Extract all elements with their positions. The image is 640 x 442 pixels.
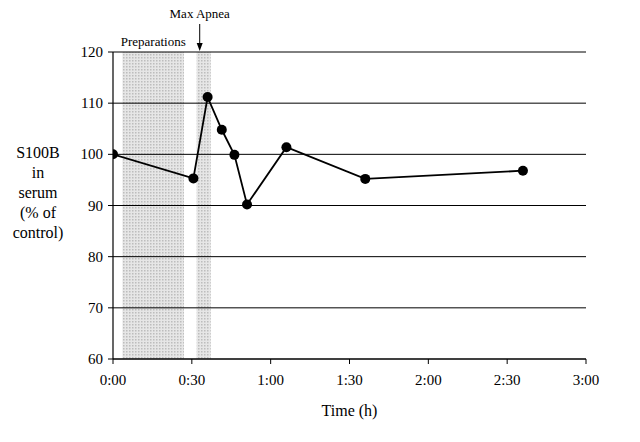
annotation-label: Max Apnea xyxy=(170,6,231,21)
grid-line xyxy=(113,103,586,104)
data-point xyxy=(229,150,239,160)
x-tick-label: 1:30 xyxy=(336,372,363,388)
data-point xyxy=(188,173,198,183)
y-axis xyxy=(112,52,113,359)
x-tick-label: 1:00 xyxy=(257,372,284,388)
grid-line xyxy=(113,52,586,53)
y-axis-label: in xyxy=(32,164,44,181)
x-tick xyxy=(507,359,508,364)
data-point xyxy=(360,174,370,184)
plot-area xyxy=(113,92,528,209)
y-axis-label: control) xyxy=(13,224,64,242)
data-point xyxy=(113,149,118,159)
annotation-label: Preparations xyxy=(121,34,186,49)
y-tick-label: 80 xyxy=(88,249,103,265)
x-tick xyxy=(191,359,192,364)
x-tick xyxy=(349,359,350,364)
x-tick xyxy=(428,359,429,364)
x-axis xyxy=(113,358,586,359)
grid-line xyxy=(113,359,586,360)
grid-line xyxy=(113,307,586,308)
y-tick xyxy=(108,359,113,360)
y-axis-label: S100B xyxy=(16,144,60,161)
x-tick xyxy=(270,359,271,364)
data-point xyxy=(281,142,291,152)
x-tick-label: 2:00 xyxy=(415,372,442,388)
grid-line xyxy=(113,154,586,155)
grid-line xyxy=(113,205,586,206)
x-tick-label: 3:00 xyxy=(573,372,600,388)
x-tick xyxy=(586,359,587,364)
y-tick xyxy=(108,256,113,257)
y-tick xyxy=(108,52,113,53)
y-tick xyxy=(108,103,113,104)
annotation-arrowhead xyxy=(197,43,203,51)
x-axis-label: Time (h) xyxy=(322,402,378,420)
y-tick-label: 100 xyxy=(81,146,104,162)
x-tick-label: 0:00 xyxy=(100,372,127,388)
y-tick xyxy=(108,205,113,206)
y-tick xyxy=(108,307,113,308)
x-tick-label: 0:30 xyxy=(178,372,205,388)
y-axis-label: (% of xyxy=(20,204,57,222)
y-tick-label: 70 xyxy=(88,300,103,316)
data-point xyxy=(203,92,213,102)
chart: 60 70 80 90 100 110 120 0:00 0:30 1:00 1:30 2:00 2:3… xyxy=(0,0,640,442)
grid-line xyxy=(113,256,586,257)
x-tick xyxy=(113,359,114,364)
y-tick-label: 120 xyxy=(81,44,104,60)
data-point xyxy=(242,199,252,209)
data-point xyxy=(217,125,227,135)
x-tick-label: 2:30 xyxy=(494,372,521,388)
data-point xyxy=(518,166,528,176)
y-tick-label: 110 xyxy=(81,95,103,111)
y-tick xyxy=(108,154,113,155)
data-line xyxy=(113,97,523,204)
y-tick-label: 90 xyxy=(88,198,103,214)
y-axis-label: serum xyxy=(18,184,58,201)
y-tick-label: 60 xyxy=(88,351,103,367)
